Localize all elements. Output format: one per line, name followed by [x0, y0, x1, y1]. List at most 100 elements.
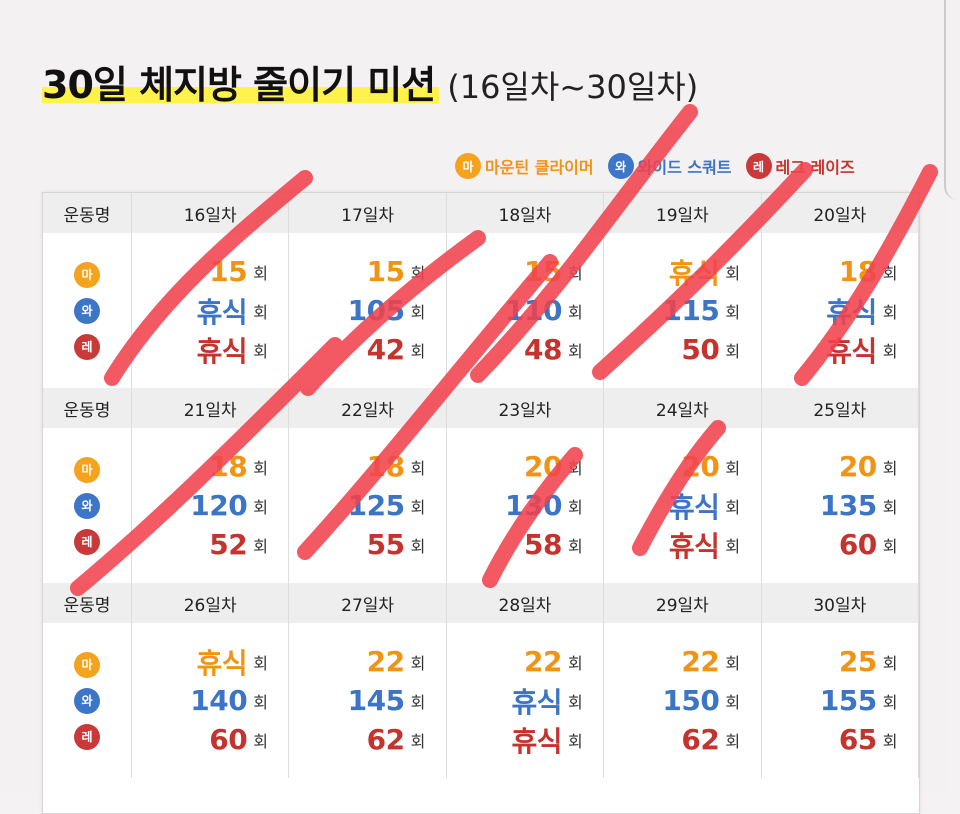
- count-value: 휴식: [196, 334, 248, 368]
- exercise-count: 62 회: [623, 720, 741, 759]
- count-unit: 회: [725, 536, 741, 556]
- schedule-table: 운동명 16일차 17일차 18일차 19일차 20일차 마 와 레 15 회 휴식 회 휴식 회 15 회 10…: [43, 193, 920, 778]
- day-cell: 25 회 155 회 65 회: [761, 623, 920, 778]
- exercise-count: 휴식 회: [623, 525, 741, 564]
- count-unit: 회: [253, 653, 268, 673]
- count-unit: 회: [882, 731, 898, 751]
- exercise-count: 휴식 회: [466, 681, 584, 720]
- exercise-count: 65 회: [781, 720, 899, 759]
- day-cell: 22 회 145 회 62 회: [288, 623, 447, 778]
- count-unit: 회: [253, 263, 268, 283]
- exercise-count: 휴식 회: [623, 486, 741, 525]
- day-header-row: 운동명 26일차 27일차 28일차 29일차 30일차: [43, 583, 920, 623]
- mountain-climber-badge-icon: 마: [74, 651, 100, 678]
- day-cell: 20 회 130 회 58 회: [446, 428, 605, 583]
- count-unit: 회: [410, 653, 426, 673]
- count-value: 18: [366, 450, 405, 483]
- exercise-count: 55 회: [309, 525, 427, 564]
- count-value: 62: [681, 723, 720, 756]
- count-value: 48: [524, 333, 562, 366]
- day-header: 17일차: [288, 193, 447, 233]
- legend-item-leg-raise: 레 레그 레이즈: [745, 153, 855, 179]
- legend-label: 레그 레이즈: [775, 158, 855, 177]
- day-header: 22일차: [288, 388, 447, 428]
- day-cell: 18 회 120 회 52 회: [131, 428, 290, 583]
- exercise-count: 18 회: [309, 447, 427, 486]
- day-header: 29일차: [603, 583, 762, 623]
- day-header-row: 운동명 16일차 17일차 18일차 19일차 20일차: [43, 193, 920, 233]
- count-value: 휴식: [668, 490, 720, 524]
- count-value: 42: [366, 333, 405, 366]
- count-unit: 회: [725, 653, 741, 673]
- count-value: 휴식: [826, 295, 877, 329]
- exercise-count: 150 회: [623, 681, 741, 720]
- count-unit: 회: [567, 341, 583, 361]
- exercise-count: 60 회: [151, 720, 269, 759]
- count-value: 110: [505, 294, 562, 327]
- leg-raise-badge-icon: 레: [74, 333, 100, 360]
- day-cell: 18 회 휴식 회 휴식 회: [761, 233, 920, 388]
- wide-squat-badge-icon: 와: [74, 687, 100, 714]
- day-cell: 22 회 휴식 회 휴식 회: [446, 623, 605, 778]
- exercise-count: 105 회: [309, 291, 427, 330]
- day-cell: 20 회 휴식 회 휴식 회: [603, 428, 762, 583]
- wide-squat-badge-icon: 와: [74, 297, 100, 324]
- count-unit: 회: [410, 692, 426, 712]
- count-unit: 회: [725, 302, 741, 322]
- count-value: 155: [819, 684, 877, 717]
- exercise-count: 22 회: [623, 642, 741, 681]
- exercise-count: 62 회: [309, 720, 427, 759]
- title-sub: (16일차~30일차): [447, 68, 699, 106]
- count-value: 55: [366, 528, 405, 561]
- exercise-count: 휴식 회: [151, 642, 269, 681]
- count-value: 휴식: [668, 256, 720, 290]
- count-unit: 회: [882, 497, 898, 517]
- count-unit: 회: [882, 263, 898, 283]
- legend-item-mountain-climber: 마 마운틴 클라이머: [455, 153, 594, 179]
- exercise-count: 52 회: [151, 525, 269, 564]
- exercise-count: 휴식 회: [781, 291, 899, 330]
- count-unit: 회: [882, 341, 898, 361]
- exercise-count: 휴식 회: [623, 252, 741, 291]
- day-header: 25일차: [761, 388, 920, 428]
- count-value: 140: [190, 684, 248, 717]
- day-header: 20일차: [761, 193, 920, 233]
- count-unit: 회: [882, 692, 898, 712]
- day-values-row: 마 와 레 18 회 120 회 52 회 18 회 125 회 55 회 20 회 130 회 58 회 20 회 휴식 회 휴…: [43, 428, 920, 583]
- count-unit: 회: [567, 731, 583, 751]
- exercise-count: 휴식 회: [151, 330, 269, 369]
- count-value: 65: [838, 723, 877, 756]
- exercise-name-header: 운동명: [43, 388, 132, 428]
- exercise-count: 22 회: [309, 642, 427, 681]
- count-value: 휴식: [196, 646, 248, 680]
- count-value: 22: [681, 645, 720, 678]
- day-cell: 15 회 110 회 48 회: [446, 233, 605, 388]
- count-value: 145: [347, 684, 405, 717]
- exercise-count: 50 회: [623, 330, 741, 369]
- count-unit: 회: [253, 341, 268, 361]
- exercise-count: 110 회: [466, 291, 584, 330]
- legend-label: 와이드 스쿼트: [637, 158, 732, 177]
- day-header: 28일차: [446, 583, 605, 623]
- day-cell: 휴식 회 115 회 50 회: [603, 233, 762, 388]
- count-value: 62: [366, 723, 405, 756]
- exercise-count: 48 회: [466, 330, 584, 369]
- exercise-count: 20 회: [781, 447, 899, 486]
- count-value: 18: [209, 450, 248, 483]
- count-value: 125: [347, 489, 405, 522]
- count-unit: 회: [725, 692, 741, 712]
- exercise-count: 140 회: [151, 681, 269, 720]
- count-unit: 회: [882, 458, 898, 478]
- title-main: 30일 체지방 줄이기 미션: [42, 63, 440, 107]
- count-value: 115: [662, 294, 720, 327]
- count-unit: 회: [725, 731, 741, 751]
- day-header: 23일차: [446, 388, 605, 428]
- wide-squat-badge-icon: 와: [607, 153, 634, 179]
- count-unit: 회: [253, 692, 268, 712]
- count-unit: 회: [567, 692, 583, 712]
- exercise-count: 145 회: [309, 681, 427, 720]
- count-unit: 회: [882, 536, 898, 556]
- count-unit: 회: [725, 458, 741, 478]
